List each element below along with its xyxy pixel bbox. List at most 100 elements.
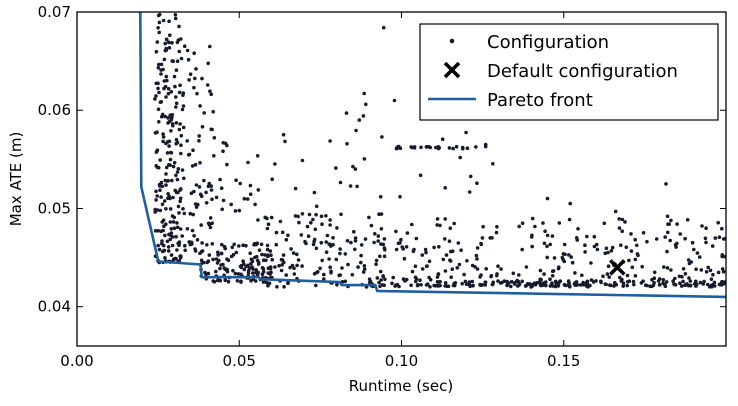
configuration-point — [159, 68, 163, 72]
configuration-point — [641, 279, 645, 284]
configuration-point — [244, 243, 248, 248]
configuration-point — [161, 18, 166, 23]
configuration-point — [355, 184, 359, 189]
configuration-point — [683, 236, 687, 241]
configuration-point — [378, 284, 382, 289]
configuration-point — [220, 242, 224, 247]
configuration-point — [373, 232, 377, 236]
configuration-point — [491, 280, 496, 285]
configuration-point — [289, 247, 293, 251]
configuration-point — [441, 257, 446, 262]
configuration-point — [314, 204, 319, 209]
configuration-point — [382, 237, 387, 241]
configuration-point — [524, 265, 529, 269]
configuration-point — [391, 275, 396, 280]
legend-default-configuration-label: Default configuration — [487, 61, 678, 82]
configuration-point — [167, 40, 171, 45]
configuration-point — [295, 263, 299, 268]
configuration-point — [214, 269, 218, 274]
configuration-point — [454, 144, 459, 149]
configuration-point — [372, 240, 376, 245]
configuration-point — [206, 259, 211, 264]
configuration-point — [548, 284, 553, 288]
configuration-point — [174, 173, 178, 178]
y-tick-label: 0.07 — [38, 3, 71, 21]
configuration-point — [669, 268, 673, 272]
configuration-point — [561, 257, 565, 262]
configuration-point — [328, 139, 332, 143]
configuration-point — [610, 245, 615, 250]
configuration-point — [530, 233, 534, 238]
configuration-point — [163, 233, 167, 238]
configuration-point — [238, 181, 242, 186]
configuration-point — [166, 245, 171, 249]
configuration-point — [216, 253, 220, 257]
configuration-point — [713, 236, 718, 240]
configuration-point — [297, 220, 301, 225]
configuration-point — [351, 164, 355, 169]
configuration-point — [338, 247, 343, 251]
configuration-point — [581, 280, 585, 285]
configuration-point — [343, 252, 348, 256]
configuration-point — [300, 158, 305, 163]
configuration-point — [680, 284, 684, 288]
configuration-point — [663, 235, 667, 239]
configuration-point — [453, 281, 458, 285]
configuration-point — [650, 277, 654, 282]
configuration-point — [197, 185, 202, 189]
configuration-point — [394, 283, 398, 287]
configuration-point — [551, 284, 555, 288]
configuration-point — [362, 267, 367, 271]
configuration-point — [343, 279, 348, 284]
configuration-point — [459, 248, 463, 252]
configuration-point — [156, 66, 161, 70]
configuration-point — [170, 178, 174, 183]
configuration-point — [188, 242, 193, 247]
configuration-point — [382, 254, 387, 259]
configuration-point — [697, 255, 702, 259]
configuration-point — [274, 230, 279, 235]
configuration-point — [423, 247, 428, 252]
x-tick-label: 0.15 — [547, 352, 580, 370]
configuration-point — [205, 243, 209, 247]
configuration-point — [335, 282, 339, 287]
configuration-point — [197, 134, 201, 138]
configuration-point — [167, 144, 171, 148]
configuration-point — [208, 216, 213, 220]
configuration-point — [427, 275, 431, 280]
x-tick-label: 0.10 — [385, 352, 418, 370]
configuration-point — [284, 237, 289, 242]
configuration-point — [319, 240, 324, 245]
configuration-point — [170, 113, 175, 117]
configuration-point — [621, 284, 625, 288]
configuration-point — [678, 232, 682, 236]
configuration-point — [269, 215, 274, 220]
configuration-point — [704, 240, 708, 245]
configuration-point — [256, 218, 260, 222]
configuration-point — [338, 251, 342, 256]
configuration-point — [206, 61, 210, 66]
configuration-point — [606, 250, 610, 255]
configuration-point — [562, 242, 567, 247]
configuration-point — [699, 268, 704, 272]
configuration-point — [154, 81, 159, 86]
configuration-point — [608, 283, 612, 287]
configuration-point — [239, 265, 244, 270]
configuration-point — [394, 229, 398, 234]
configuration-point — [178, 199, 182, 204]
configuration-point — [604, 246, 609, 251]
configuration-point — [675, 241, 679, 246]
configuration-point — [400, 245, 405, 249]
configuration-point — [704, 270, 709, 274]
configuration-point — [609, 249, 614, 253]
configuration-point — [164, 48, 169, 52]
configuration-point — [694, 267, 698, 272]
configuration-point — [484, 267, 489, 271]
configuration-point — [221, 262, 225, 267]
configuration-point — [348, 184, 353, 188]
configuration-point — [480, 236, 485, 240]
configuration-point — [239, 280, 243, 284]
configuration-point — [265, 243, 270, 248]
configuration-point — [185, 48, 190, 53]
configuration-point — [376, 239, 381, 243]
